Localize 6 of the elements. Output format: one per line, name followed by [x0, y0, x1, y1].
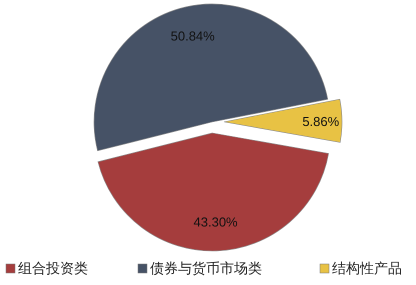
legend-label: 组合投资类 — [18, 260, 88, 276]
data-label: 5.86% — [302, 114, 340, 129]
data-label: 50.84% — [170, 28, 216, 44]
data-label: 43.30% — [194, 214, 238, 230]
legend-label: 债券与货币市场类 — [150, 260, 262, 276]
legend-label: 结构性产品 — [332, 260, 402, 276]
